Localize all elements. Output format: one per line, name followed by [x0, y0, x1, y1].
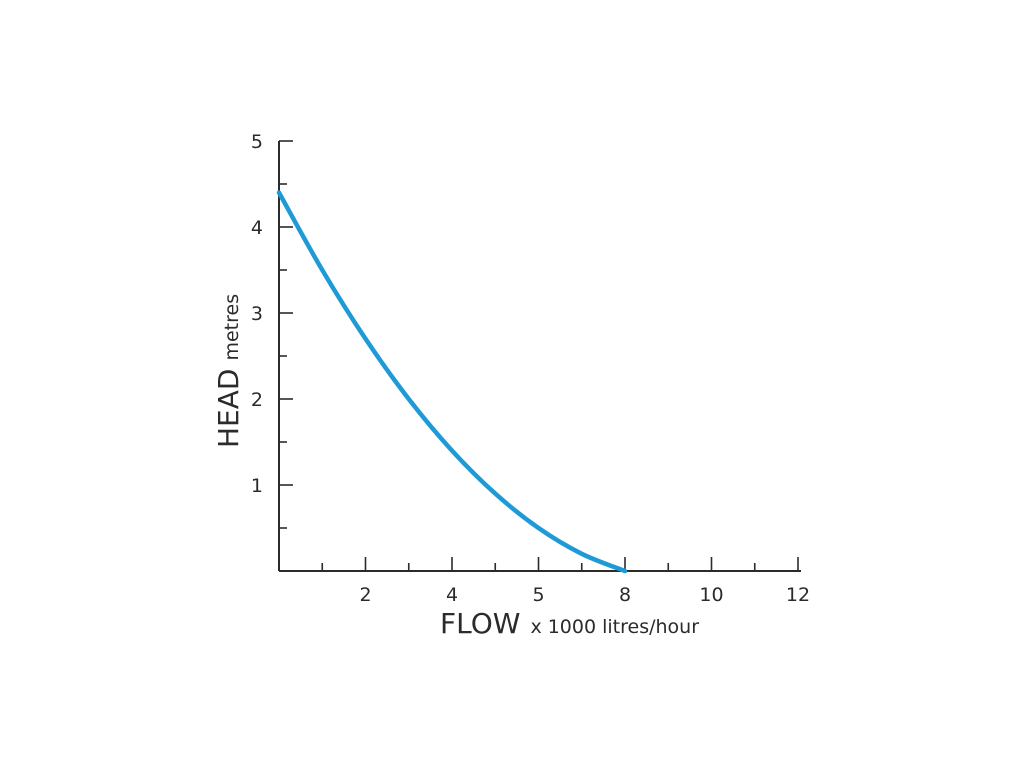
y-axis-unit: metres	[221, 294, 243, 361]
head-flow-curve	[276, 190, 628, 574]
y-tick-label: 3	[251, 303, 263, 325]
x-axis-title: FLOW x 1000 litres/hour	[440, 607, 699, 640]
series	[276, 190, 628, 574]
axes	[278, 141, 801, 572]
x-tick-label: 4	[446, 584, 458, 606]
x-axis-unit: x 1000 litres/hour	[530, 616, 699, 638]
x-tick-label: 12	[786, 584, 810, 606]
y-tick-label: 1	[251, 475, 263, 497]
y-tick-label: 2	[251, 389, 263, 411]
x-tick-label: 8	[619, 584, 631, 606]
y-tick-label: 4	[251, 217, 263, 239]
x-axis-label: FLOW	[440, 607, 520, 640]
y-tick-label: 5	[251, 131, 263, 153]
y-axis-label: HEAD	[212, 369, 245, 448]
ticks	[279, 140, 799, 571]
y-axis-title: HEAD metres	[212, 294, 245, 448]
x-tick-label: 5	[532, 584, 544, 606]
x-tick-label: 10	[699, 584, 723, 606]
x-tick-label: 2	[359, 584, 371, 606]
